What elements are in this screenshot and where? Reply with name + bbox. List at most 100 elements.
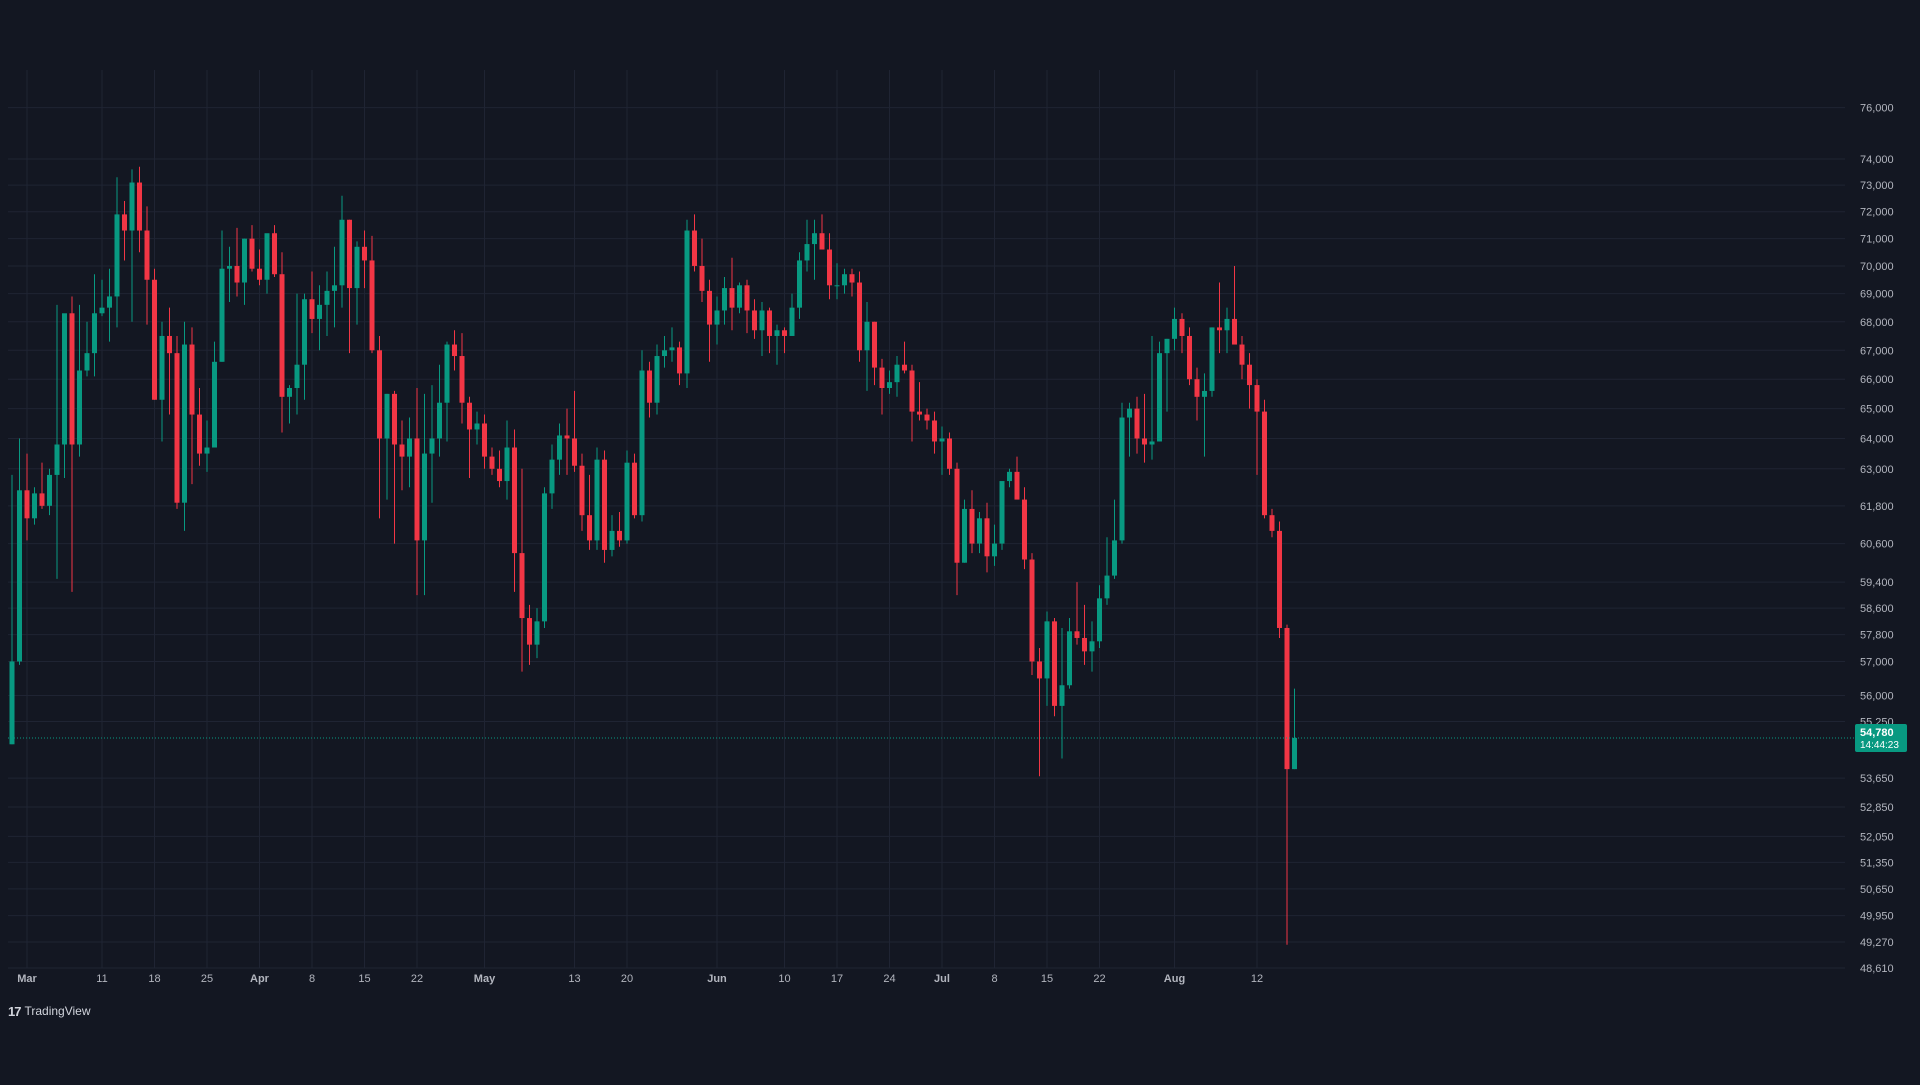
candle [384,393,390,500]
candle-body [924,414,930,421]
candle-body [744,285,750,311]
candle-body [354,246,360,289]
candle-body [789,307,795,336]
price-tick-label: 57,800 [1860,630,1894,642]
candle [579,453,585,531]
time-tick-label: 25 [201,973,213,985]
candle [422,393,427,596]
candle [707,279,712,362]
candle-body [1254,385,1260,412]
price-tick-label: 71,000 [1860,234,1894,246]
candle [9,474,15,745]
candle-body [759,310,765,331]
time-tick-label: Jun [707,973,727,985]
candle-body [969,508,975,544]
candle-body [834,285,840,287]
candle-body [654,356,660,403]
candle [1104,537,1110,605]
candle [197,388,202,466]
candle [647,361,652,418]
candle-body [294,364,300,389]
candle [1209,327,1215,397]
candle-body [549,459,555,494]
candle [414,388,420,596]
candle-body [257,268,262,280]
candle [662,335,667,368]
candle-body [137,182,142,231]
candle-body [909,370,915,412]
candle-body [182,344,187,503]
price-tick-label: 69,000 [1860,289,1894,301]
footer-brand[interactable]: 17 TradingView [8,1001,91,1021]
tradingview-logo-icon: 17 [8,1003,22,1019]
candle-body [1014,471,1020,500]
time-axis[interactable]: Mar 11 18 25 Apr 8 15 22 May 13 20 Jun 10 17 24 Jul 8 15 2… [17,973,1263,985]
candle [272,225,277,277]
candle [234,227,240,297]
candle-body [804,244,810,261]
candle [962,499,967,563]
price-tick-label: 76,000 [1860,103,1894,115]
candle [999,481,1005,550]
candle-body [1284,627,1290,770]
candle [504,420,510,500]
candle-body [827,249,832,286]
candle [699,238,705,303]
candle [1157,341,1162,442]
candle-body [1157,353,1162,442]
candle-body [249,238,255,269]
candle-body [707,290,712,325]
candle [1292,688,1297,770]
candle [242,238,247,305]
candle [369,235,375,354]
candle-body [32,493,37,519]
candle-body [429,438,435,454]
candle-body [339,219,345,286]
candle [1262,399,1267,519]
time-tick-label: Apr [250,973,270,985]
candle [759,302,765,357]
candle-body [242,238,247,283]
candle [939,426,945,475]
candle [84,321,90,377]
candle [152,268,157,400]
candle [354,241,360,325]
price-tick-label: 49,950 [1860,911,1894,923]
candle [482,414,487,469]
candle [984,502,990,573]
candle-body [669,347,675,351]
candle [1112,499,1117,579]
candle [1029,553,1035,676]
candle-body [954,468,960,563]
candle-body [504,447,510,482]
candle-body [1292,737,1297,770]
candle-body [992,543,997,557]
candle-body [849,274,855,283]
candle-body [407,438,412,457]
price-tick-label: 63,000 [1860,464,1894,476]
candle-body [692,230,697,266]
candle [1149,335,1155,460]
candle [1187,327,1192,386]
time-tick-label: Jul [934,973,950,985]
candle [1059,627,1065,759]
candle [857,271,862,362]
candle [677,341,682,386]
candle-body [872,321,877,368]
price-tick-label: 73,000 [1860,180,1894,192]
candle-body [609,530,615,550]
candle [594,447,600,550]
candle [977,512,982,554]
candle-body [17,490,22,662]
candle [1134,396,1140,454]
time-tick-label: 17 [831,973,843,985]
candle [429,385,435,503]
candle-body [497,468,502,482]
candle [609,515,615,557]
candle [1239,335,1245,380]
price-axis[interactable]: 76,000 74,000 73,000 72,000 71,000 70,000 69,0… [1860,103,1894,975]
candle-body [894,364,900,383]
candle-body [774,330,780,336]
